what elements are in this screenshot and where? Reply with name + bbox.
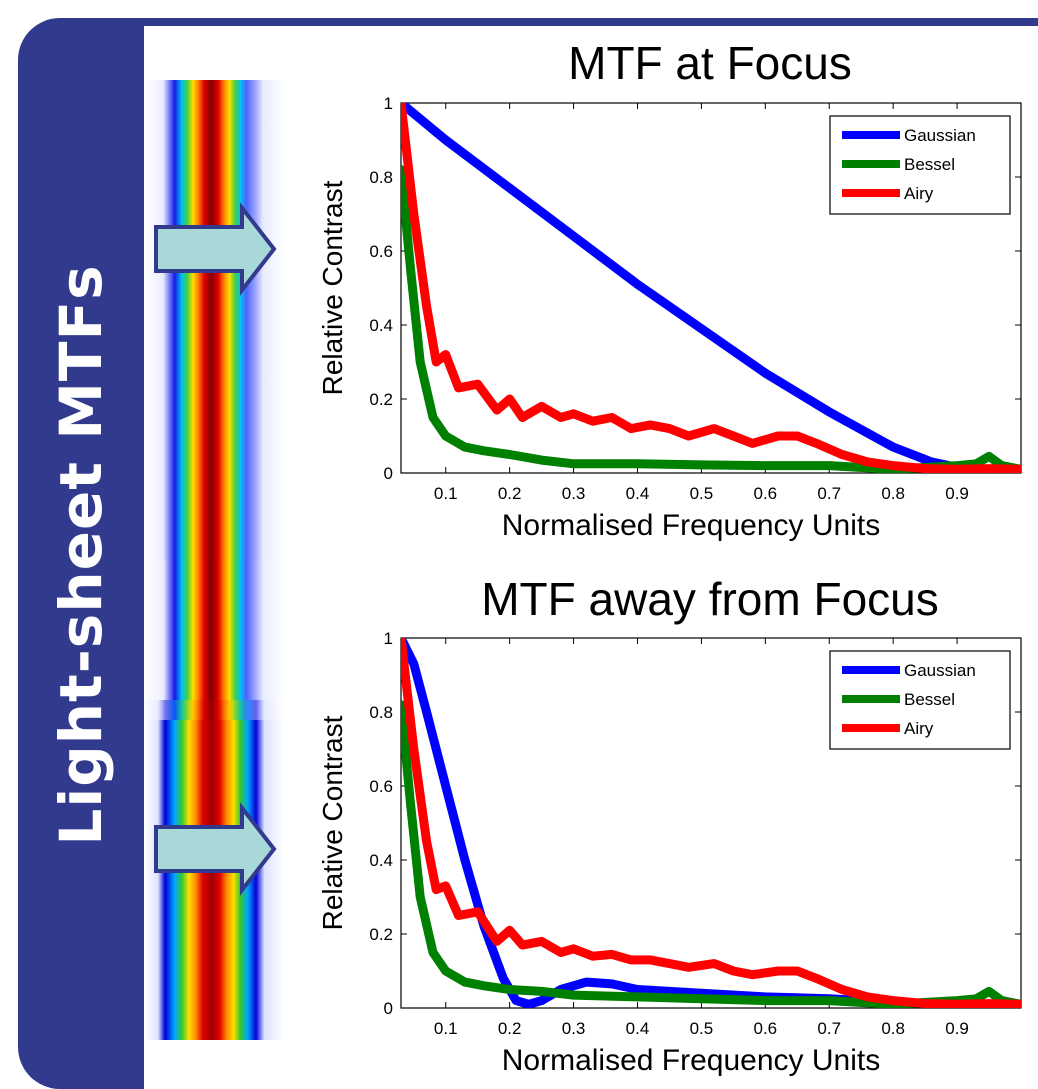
- x-tick-label: 0.8: [881, 484, 905, 503]
- x-tick-label: 0.6: [754, 1019, 778, 1038]
- y-tick-label: 0: [384, 999, 393, 1018]
- legend-label: Gaussian: [904, 661, 976, 680]
- x-tick-label: 0.4: [626, 1019, 650, 1038]
- y-tick-label: 0.4: [369, 316, 393, 335]
- series-line-airy: [401, 103, 1021, 473]
- y-tick-label: 0.8: [369, 168, 393, 187]
- y-tick-label: 0.4: [369, 851, 393, 870]
- x-tick-label: 0.9: [945, 484, 969, 503]
- x-tick-label: 0.4: [626, 484, 650, 503]
- x-tick-label: 0.5: [690, 484, 714, 503]
- legend-label: Bessel: [904, 155, 955, 174]
- series-line-bessel: [401, 165, 1021, 473]
- x-tick-label: 0.7: [817, 1019, 841, 1038]
- x-axis-label: Normalised Frequency Units: [502, 509, 880, 542]
- legend-label: Airy: [904, 184, 934, 203]
- x-tick-label: 0.5: [690, 1019, 714, 1038]
- y-tick-label: 0.8: [369, 703, 393, 722]
- x-tick-label: 0.2: [498, 484, 522, 503]
- y-tick-label: 0.2: [369, 390, 393, 409]
- arrow-at-focus-icon: [154, 202, 277, 296]
- x-tick-label: 0.3: [562, 484, 586, 503]
- chart-title-away: MTF away from Focus: [481, 573, 939, 625]
- arrow-away-from-focus-icon: [154, 802, 277, 896]
- y-tick-label: 0.6: [369, 777, 393, 796]
- x-tick-label: 0.6: [754, 484, 778, 503]
- x-tick-label: 0.7: [817, 484, 841, 503]
- series-line-bessel: [401, 700, 1021, 1008]
- x-tick-label: 0.1: [434, 484, 458, 503]
- y-axis-label: Relative Contrast: [317, 180, 348, 395]
- sidebar: [18, 18, 144, 1089]
- y-axis-label: Relative Contrast: [317, 715, 348, 930]
- x-tick-label: 0.2: [498, 1019, 522, 1038]
- legend-label: Bessel: [904, 690, 955, 709]
- x-tick-label: 0.8: [881, 1019, 905, 1038]
- legend-label: Airy: [904, 719, 934, 738]
- x-tick-label: 0.9: [945, 1019, 969, 1038]
- y-tick-label: 0.2: [369, 925, 393, 944]
- y-tick-label: 0.6: [369, 242, 393, 261]
- legend-label: Gaussian: [904, 126, 976, 145]
- series-line-airy: [401, 638, 1021, 1008]
- header-rule: [140, 18, 1038, 26]
- x-axis-label: Normalised Frequency Units: [502, 1044, 880, 1077]
- x-tick-label: 0.3: [562, 1019, 586, 1038]
- sidebar-title: Light-sheet MTFs: [47, 264, 115, 846]
- mtf-away-from-focus-chart: 0.1 0.2 0.3 0.4 0.5 0.6 0.7 0.8 0.9 0 0.2 0.4 0.6 0.8…: [317, 629, 1022, 1077]
- y-tick-label: 0: [384, 464, 393, 483]
- mtf-at-focus-chart: 0.1 0.2 0.3 0.4 0.5 0.6 0.7 0.8 0.9 0 0.2 0.4 0.6 0.8…: [317, 94, 1022, 542]
- x-tick-label: 0.1: [434, 1019, 458, 1038]
- focus-arrows: [154, 202, 277, 896]
- y-tick-label: 1: [384, 629, 393, 648]
- y-tick-label: 1: [384, 94, 393, 113]
- chart-title-focus: MTF at Focus: [568, 37, 852, 89]
